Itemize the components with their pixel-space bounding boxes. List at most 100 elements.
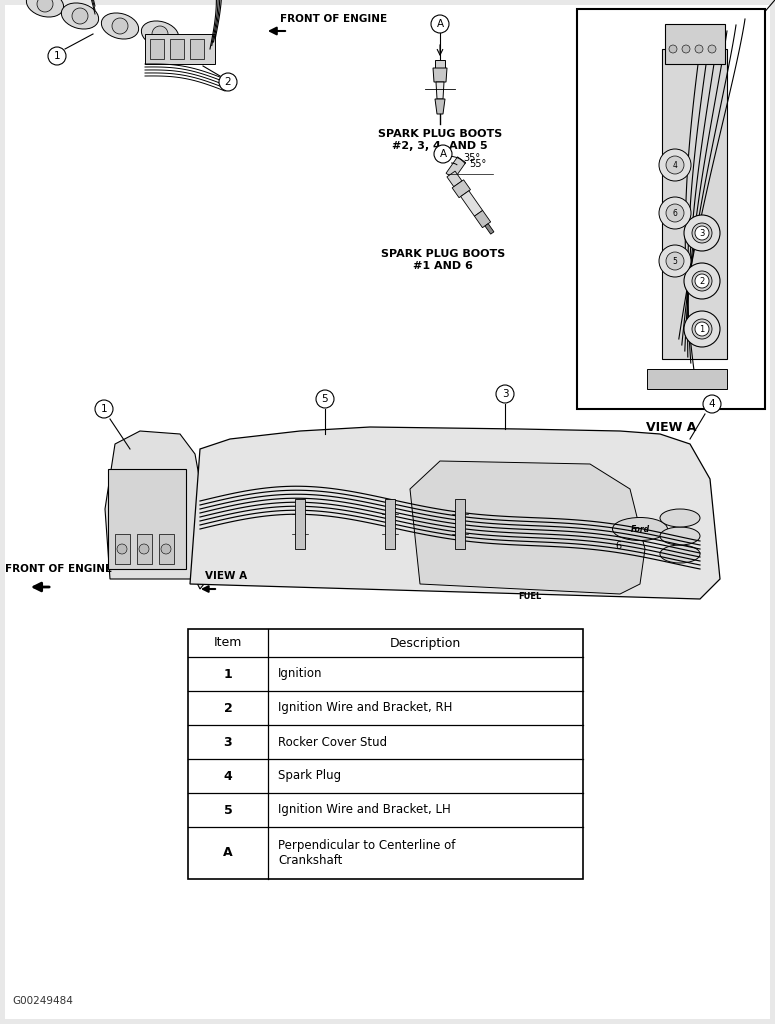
Text: 4: 4	[673, 161, 677, 170]
Circle shape	[152, 26, 168, 42]
Text: Ford: Ford	[630, 524, 649, 534]
Circle shape	[139, 544, 149, 554]
Text: A: A	[436, 19, 443, 29]
Ellipse shape	[660, 509, 700, 527]
Polygon shape	[485, 223, 494, 234]
Circle shape	[659, 150, 691, 181]
Circle shape	[434, 145, 452, 163]
Circle shape	[666, 156, 684, 174]
Polygon shape	[460, 190, 483, 216]
Ellipse shape	[660, 527, 700, 545]
Circle shape	[112, 18, 128, 34]
Circle shape	[695, 274, 709, 288]
Circle shape	[496, 385, 514, 403]
Text: 5: 5	[322, 394, 329, 404]
Text: 6: 6	[673, 209, 677, 217]
Circle shape	[161, 544, 171, 554]
Circle shape	[695, 226, 709, 240]
Text: G00249484: G00249484	[12, 996, 73, 1006]
Text: A: A	[223, 847, 232, 859]
Polygon shape	[105, 431, 208, 589]
Text: 2: 2	[699, 276, 704, 286]
Polygon shape	[435, 60, 445, 68]
Text: Ignition Wire and Bracket, RH: Ignition Wire and Bracket, RH	[278, 701, 453, 715]
Circle shape	[684, 263, 720, 299]
Text: Spark Plug: Spark Plug	[278, 769, 341, 782]
Bar	[108, 469, 186, 569]
Text: 4: 4	[708, 399, 715, 409]
Circle shape	[692, 319, 712, 339]
Text: Ignition: Ignition	[278, 668, 322, 681]
Circle shape	[684, 311, 720, 347]
Bar	[170, 39, 184, 59]
Circle shape	[684, 215, 720, 251]
Circle shape	[431, 15, 449, 33]
Text: VIEW A: VIEW A	[646, 421, 696, 434]
Ellipse shape	[61, 3, 98, 29]
Ellipse shape	[102, 13, 139, 39]
Text: FRONT OF ENGINE: FRONT OF ENGINE	[280, 14, 388, 24]
Text: 2: 2	[224, 701, 232, 715]
Text: Item: Item	[214, 637, 242, 649]
Bar	[385, 499, 395, 549]
Circle shape	[695, 322, 709, 336]
Text: 3: 3	[699, 228, 704, 238]
Circle shape	[659, 245, 691, 278]
Text: Ignition Wire and Bracket, LH: Ignition Wire and Bracket, LH	[278, 804, 451, 816]
Circle shape	[669, 45, 677, 53]
Text: FUEL: FUEL	[518, 592, 542, 601]
Text: 1: 1	[224, 668, 232, 681]
Text: 1: 1	[101, 404, 107, 414]
Text: 6: 6	[615, 541, 621, 551]
Text: Description: Description	[390, 637, 461, 649]
Polygon shape	[452, 180, 470, 198]
Bar	[145, 34, 215, 63]
Ellipse shape	[26, 0, 64, 17]
Text: SPARK PLUG BOOTS
#2, 3, 4, AND 5: SPARK PLUG BOOTS #2, 3, 4, AND 5	[378, 129, 502, 151]
Circle shape	[682, 45, 690, 53]
Circle shape	[695, 45, 703, 53]
Ellipse shape	[141, 20, 178, 47]
Text: 55°: 55°	[469, 159, 486, 169]
Polygon shape	[436, 82, 444, 99]
Bar	[190, 39, 204, 59]
Polygon shape	[433, 68, 447, 82]
Circle shape	[708, 45, 716, 53]
Circle shape	[666, 252, 684, 270]
Circle shape	[219, 73, 237, 91]
Text: 35°: 35°	[463, 153, 480, 163]
Bar	[295, 499, 305, 549]
Circle shape	[48, 47, 66, 65]
Circle shape	[692, 271, 712, 291]
Polygon shape	[446, 157, 466, 179]
Circle shape	[95, 400, 113, 418]
Bar	[150, 39, 164, 59]
Text: 4: 4	[224, 769, 232, 782]
Polygon shape	[474, 211, 491, 227]
Circle shape	[117, 544, 127, 554]
Polygon shape	[190, 427, 720, 599]
Ellipse shape	[612, 517, 667, 541]
Text: 1: 1	[699, 325, 704, 334]
Text: SPARK PLUG BOOTS
#1 AND 6: SPARK PLUG BOOTS #1 AND 6	[381, 249, 505, 270]
Text: FRONT OF ENGINE: FRONT OF ENGINE	[5, 564, 112, 574]
Text: 5: 5	[673, 256, 677, 265]
Ellipse shape	[660, 545, 700, 563]
Polygon shape	[435, 99, 445, 114]
Circle shape	[666, 204, 684, 222]
Text: A: A	[439, 150, 446, 159]
Circle shape	[72, 8, 88, 24]
Text: 2: 2	[225, 77, 231, 87]
Circle shape	[703, 395, 721, 413]
Bar	[137, 534, 152, 564]
Bar	[647, 369, 727, 389]
Bar	[115, 534, 130, 564]
Text: 1: 1	[53, 51, 60, 61]
Text: Rocker Cover Stud: Rocker Cover Stud	[278, 735, 388, 749]
Polygon shape	[447, 171, 462, 186]
Polygon shape	[410, 461, 645, 594]
Text: VIEW A: VIEW A	[205, 571, 247, 581]
Bar	[455, 499, 465, 549]
Bar	[577, 9, 765, 409]
Bar	[188, 629, 583, 879]
